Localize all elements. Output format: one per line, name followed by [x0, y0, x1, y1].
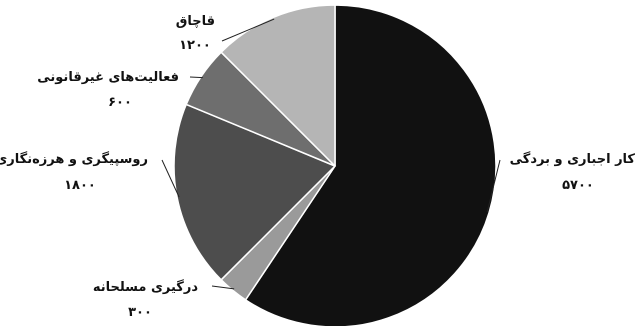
slice-value-armed-conflict: ۳۰۰: [128, 305, 152, 320]
pie-slice-prostitution: [173, 103, 336, 281]
pie-slices: [173, 4, 497, 326]
slice-label-smuggling: قاچاق ۱۲۰۰: [176, 14, 215, 53]
leader-line-armed-conflict: [211, 285, 235, 290]
pie-slice-smuggling: [220, 4, 336, 167]
slice-name-smuggling: قاچاق: [176, 14, 215, 29]
pie-slice-forced-labor: [244, 4, 497, 326]
leader-line-smuggling: [221, 18, 275, 42]
slice-value-prostitution: ۱۸۰۰: [64, 178, 96, 193]
slice-label-illegal-activities: فعالیت‌های غیرقانونی ۶۰۰: [37, 70, 179, 110]
leader-lines: [161, 18, 501, 290]
slice-value-illegal-activities: ۶۰۰: [108, 95, 132, 110]
slice-name-prostitution: روسپیگری و هرزه‌نگاری: [0, 151, 148, 167]
slice-label-prostitution: روسپیگری و هرزه‌نگاری ۱۸۰۰: [0, 151, 148, 193]
slice-label-forced-labor: کار اجباری و بردگی ۵۷۰۰: [510, 151, 635, 193]
slice-label-armed-conflict: درگیری مسلحانه ۳۰۰: [93, 279, 198, 320]
leader-line-prostitution: [161, 159, 180, 198]
leader-line-forced-labor: [486, 159, 501, 213]
slice-name-forced-labor: کار اجباری و بردگی: [510, 151, 635, 167]
slice-value-forced-labor: ۵۷۰۰: [562, 178, 594, 193]
slice-name-armed-conflict: درگیری مسلحانه: [93, 279, 198, 295]
leader-line-illegal-activities: [189, 76, 203, 79]
slice-value-smuggling: ۱۲۰۰: [179, 38, 211, 53]
slice-name-illegal-activities: فعالیت‌های غیرقانونی: [37, 70, 179, 85]
